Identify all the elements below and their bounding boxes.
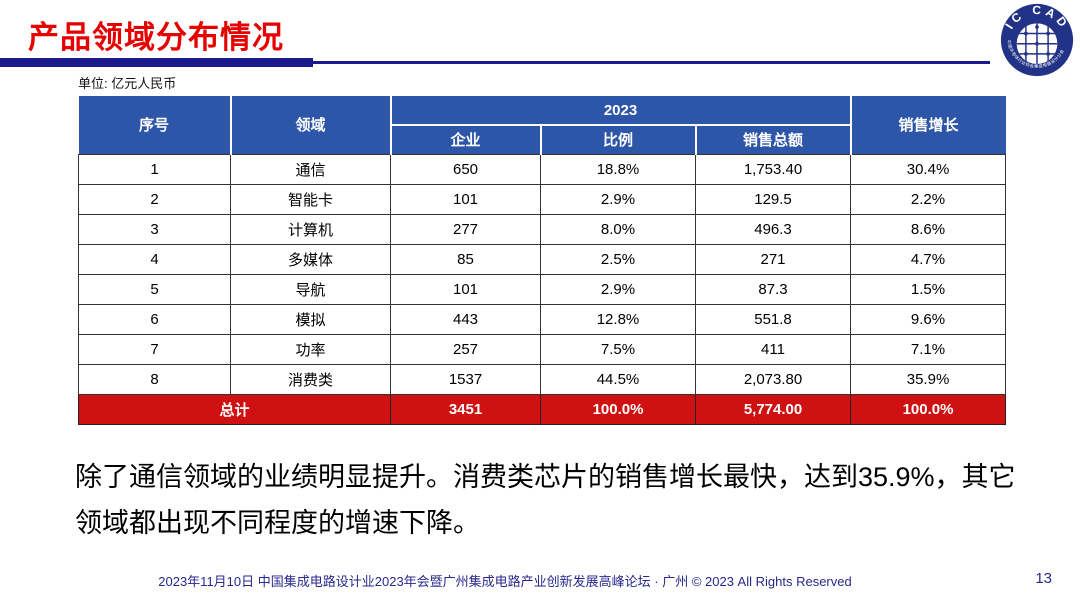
table-cell: 智能卡 xyxy=(230,183,391,215)
table-cell: 8 xyxy=(78,363,231,395)
table-cell: 551.8 xyxy=(694,303,852,335)
table-cell: 1.5% xyxy=(850,273,1007,305)
table-row: 2 智能卡 101 2.9% 129.5 2.2% xyxy=(78,183,1007,215)
table-row: 8 消费类 1537 44.5% 2,073.80 35.9% xyxy=(78,363,1007,395)
table-cell: 多媒体 xyxy=(230,243,391,275)
table-cell: 44.5% xyxy=(540,363,696,395)
table-cell: 277 xyxy=(390,213,541,245)
table-cell: 101 xyxy=(390,273,541,305)
table-cell: 5 xyxy=(78,273,231,305)
table-cell: 6 xyxy=(78,303,231,335)
total-row-cell: 100.0% xyxy=(850,393,1007,425)
table-cell: 计算机 xyxy=(230,213,391,245)
unit-label: 单位: 亿元人民币 xyxy=(78,76,177,91)
page-number: 13 xyxy=(1035,570,1052,587)
table-cell: 4.7% xyxy=(850,243,1007,275)
table-cell: 85 xyxy=(390,243,541,275)
page-title: 产品领域分布情况 xyxy=(28,20,284,55)
table-cell: 4 xyxy=(78,243,231,275)
table-cell: 12.8% xyxy=(540,303,696,335)
table-cell: 8.0% xyxy=(540,213,696,245)
title-underline-thick xyxy=(0,58,313,67)
body-text: 除了通信领域的业绩明显提升。消费类芯片的销售增长最快，达到35.9%，其它领域都… xyxy=(75,462,1016,538)
table-cell: 35.9% xyxy=(850,363,1007,395)
total-row: 总计 3451 100.0% 5,774.00 100.0% xyxy=(78,393,1007,425)
table-cell: 7 xyxy=(78,333,231,365)
table-cell: 7.1% xyxy=(850,333,1007,365)
table-header: 序号 领域 2023 销售增长 企业 比例 销售总额 xyxy=(78,96,1006,155)
table-cell: 模拟 xyxy=(230,303,391,335)
iccad-logo: IC CAD 中国半导体行业协会集成电路设计分会 xyxy=(1000,3,1074,77)
table-cell: 257 xyxy=(390,333,541,365)
table-cell: 2.9% xyxy=(540,273,696,305)
table-cell: 129.5 xyxy=(694,183,852,215)
table-cell: 通信 xyxy=(230,153,391,185)
table-row: 7 功率 257 7.5% 411 7.1% xyxy=(78,333,1007,365)
column-header-no: 序号 xyxy=(78,96,232,155)
column-header-year-group: 2023 xyxy=(389,96,852,126)
table-row: 5 导航 101 2.9% 87.3 1.5% xyxy=(78,273,1007,305)
title-underline-thin xyxy=(0,61,990,64)
distribution-table-wrap: 序号 领域 2023 销售增长 企业 比例 销售总额 1 通信 650 18.8% 1,… xyxy=(78,96,1007,425)
table-cell: 101 xyxy=(390,183,541,215)
table-cell: 87.3 xyxy=(694,273,852,305)
column-header-companies: 企业 xyxy=(390,124,542,155)
footer-text: 2023年11月10日 中国集成电路设计业2023年会暨广州集成电路产业创新发展… xyxy=(158,574,852,589)
table-cell: 650 xyxy=(390,153,541,185)
table-row: 3 计算机 277 8.0% 496.3 8.6% xyxy=(78,213,1007,245)
table-cell: 1,753.40 xyxy=(694,153,852,185)
distribution-table: 序号 领域 2023 销售增长 企业 比例 销售总额 1 通信 650 18.8% 1,… xyxy=(78,96,1007,425)
table-row: 4 多媒体 85 2.5% 271 4.7% xyxy=(78,243,1007,275)
table-cell: 271 xyxy=(694,243,852,275)
table-cell: 443 xyxy=(390,303,541,335)
table-row: 6 模拟 443 12.8% 551.8 9.6% xyxy=(78,303,1007,335)
iccad-logo-icon: IC CAD 中国半导体行业协会集成电路设计分会 xyxy=(1000,3,1074,77)
table-cell: 30.4% xyxy=(850,153,1007,185)
table-cell: 2 xyxy=(78,183,231,215)
table-cell: 1537 xyxy=(390,363,541,395)
table-cell: 2.2% xyxy=(850,183,1007,215)
table-cell: 18.8% xyxy=(540,153,696,185)
table-cell: 8.6% xyxy=(850,213,1007,245)
total-row-cell: 100.0% xyxy=(540,393,696,425)
table-cell: 1 xyxy=(78,153,231,185)
table-cell: 496.3 xyxy=(694,213,852,245)
table-cell: 7.5% xyxy=(540,333,696,365)
column-header-domain: 领域 xyxy=(229,96,392,155)
table-cell: 消费类 xyxy=(230,363,391,395)
table-cell: 3 xyxy=(78,213,231,245)
table-cell: 2.5% xyxy=(540,243,696,275)
table-cell: 411 xyxy=(694,333,852,365)
table-row: 1 通信 650 18.8% 1,753.40 30.4% xyxy=(78,153,1007,185)
total-row-label: 总计 xyxy=(78,393,391,425)
column-header-growth: 销售增长 xyxy=(849,96,1006,155)
table-cell: 功率 xyxy=(230,333,391,365)
column-header-sales: 销售总额 xyxy=(694,124,851,155)
table-cell: 导航 xyxy=(230,273,391,305)
table-cell: 9.6% xyxy=(850,303,1007,335)
table-body: 1 通信 650 18.8% 1,753.40 30.4% 2 智能卡 101 2.9% 129.5… xyxy=(78,153,1007,395)
table-cell: 2,073.80 xyxy=(694,363,852,395)
table-cell: 2.9% xyxy=(540,183,696,215)
total-row-cell: 3451 xyxy=(390,393,541,425)
total-row-cell: 5,774.00 xyxy=(694,393,852,425)
column-header-ratio: 比例 xyxy=(539,124,697,155)
